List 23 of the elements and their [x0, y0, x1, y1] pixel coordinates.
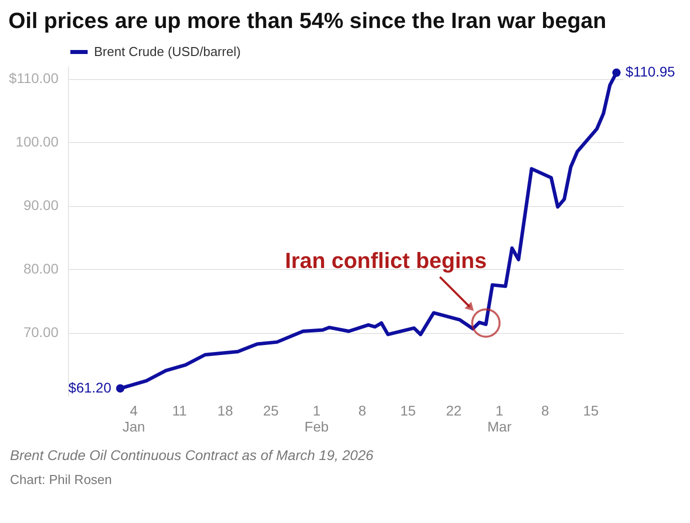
y-tick-label: 70.00: [23, 324, 59, 340]
text: Brent Crude Oil Continuous Contract as of March 19, 2026: [10, 447, 374, 463]
x-tick-label: 1 Mar: [487, 402, 512, 434]
x-tick-label: 8: [541, 402, 550, 418]
data-label: $110.95: [625, 64, 676, 80]
x-tick-label: 1 Feb: [304, 402, 329, 434]
x-tick-label: 8: [358, 402, 366, 418]
x-tick-label: 25: [263, 402, 279, 418]
x-tick-label: 4 Jan: [122, 402, 146, 434]
x-tick-label: 22: [446, 402, 462, 418]
y-tick-label: 100.00: [16, 134, 59, 150]
y-tick-label: $110.00: [8, 70, 59, 86]
x-tick-label: 15: [583, 402, 599, 418]
y-tick-label: 90.00: [23, 197, 59, 214]
legend-label: Brent Crude (USD/barrel): [94, 44, 241, 59]
chart-title: Oil prices are up more than 54% since the Iran war began: [8, 8, 606, 33]
x-tick-label: 18: [217, 402, 234, 418]
y-tick-label: 80.00: [23, 260, 59, 277]
x-tick-label: 11: [172, 402, 187, 418]
text: Chart: Phil Rosen: [10, 472, 112, 487]
x-tick-label: 15: [400, 402, 416, 418]
annotation: Iran conflict begins: [285, 248, 487, 274]
data-label: $61.20: [68, 379, 112, 396]
